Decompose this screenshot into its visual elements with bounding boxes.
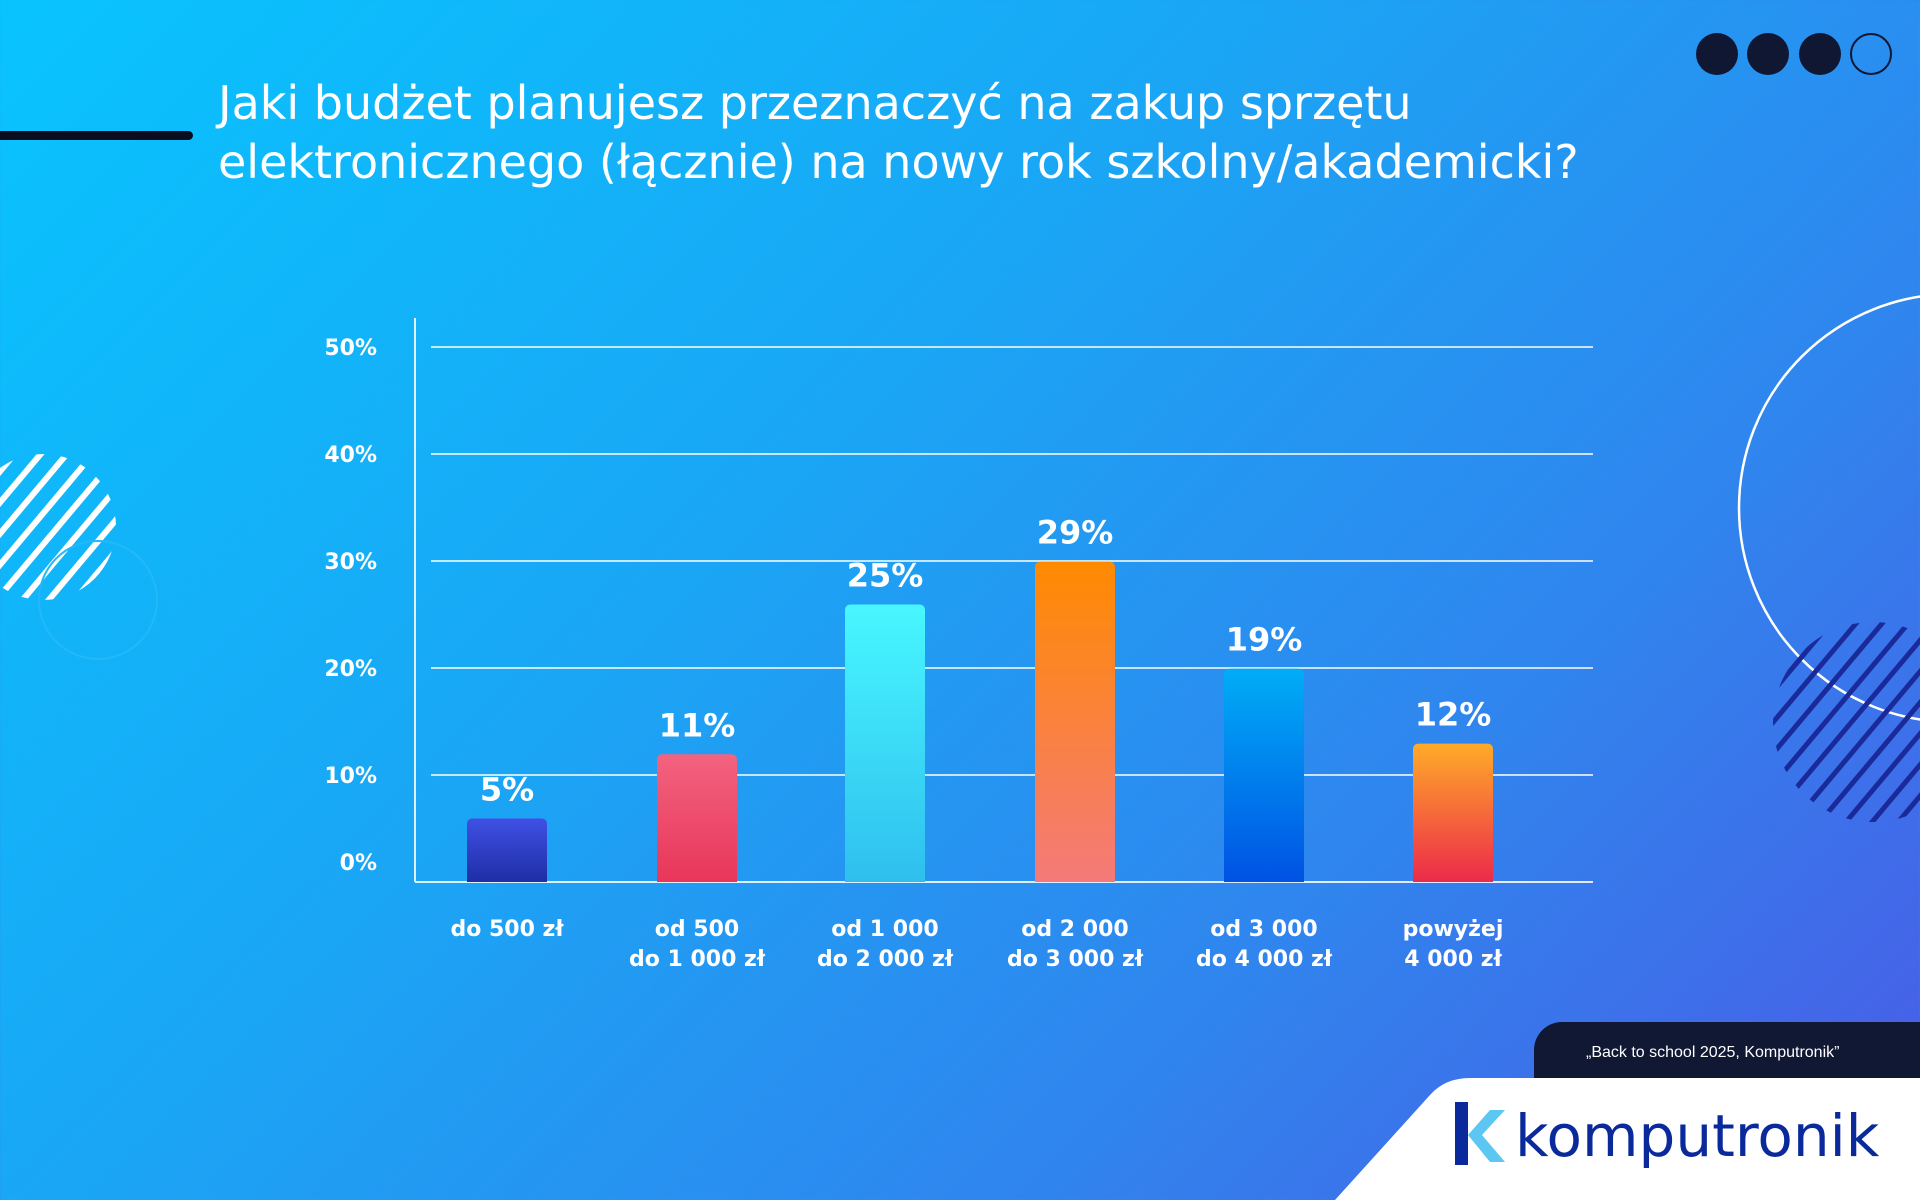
data-label: 29% [1037, 514, 1114, 552]
x-category-label: powyżej [1403, 917, 1504, 942]
x-category-label: 4 000 zł [1404, 947, 1502, 972]
data-label: 11% [659, 706, 736, 744]
title-line-1: Jaki budżet planujesz przeznaczyć na zak… [218, 76, 1412, 130]
x-category-label: od 500 [655, 917, 739, 942]
x-category-label: od 2 000 [1021, 917, 1128, 942]
page-dot-2 [1747, 33, 1789, 75]
y-tick-label: 40% [324, 443, 377, 468]
y-tick-label: 0% [340, 851, 377, 876]
bar [1413, 743, 1493, 882]
decorative-line [0, 131, 193, 140]
x-category-label: do 500 zł [450, 917, 564, 942]
komputronik-logo: komputronik [1515, 1102, 1880, 1170]
bar [467, 818, 547, 882]
x-category-label: do 3 000 zł [1007, 947, 1144, 972]
bar [657, 754, 737, 882]
chart-title: Jaki budżet planujesz przeznaczyć na zak… [218, 74, 1718, 192]
page-dot-3 [1799, 33, 1841, 75]
x-category-label: do 2 000 zł [817, 947, 954, 972]
bar [845, 604, 925, 882]
page-dot-4 [1850, 33, 1892, 75]
x-category-label: od 3 000 [1210, 917, 1317, 942]
data-label: 19% [1226, 621, 1303, 659]
bar [1224, 668, 1304, 882]
title-line-2: elektronicznego (łącznie) na nowy rok sz… [218, 135, 1579, 189]
data-label: 5% [480, 771, 534, 809]
ring-left [38, 540, 158, 660]
y-tick-label: 10% [324, 764, 377, 789]
x-category-label: do 4 000 zł [1196, 947, 1333, 972]
ring-right [1737, 295, 1920, 721]
data-label: 12% [1415, 696, 1492, 734]
y-tick-label: 30% [324, 550, 377, 575]
page-dot-1 [1696, 33, 1738, 75]
y-tick-label: 50% [324, 336, 377, 361]
y-tick-label: 20% [324, 657, 377, 682]
bar [1035, 561, 1115, 882]
x-category-label: do 1 000 zł [629, 947, 766, 972]
x-category-label: od 1 000 [831, 917, 938, 942]
logo-k-icon [1455, 1102, 1505, 1165]
striped-circle-left [0, 454, 116, 600]
data-label: 25% [847, 557, 924, 595]
